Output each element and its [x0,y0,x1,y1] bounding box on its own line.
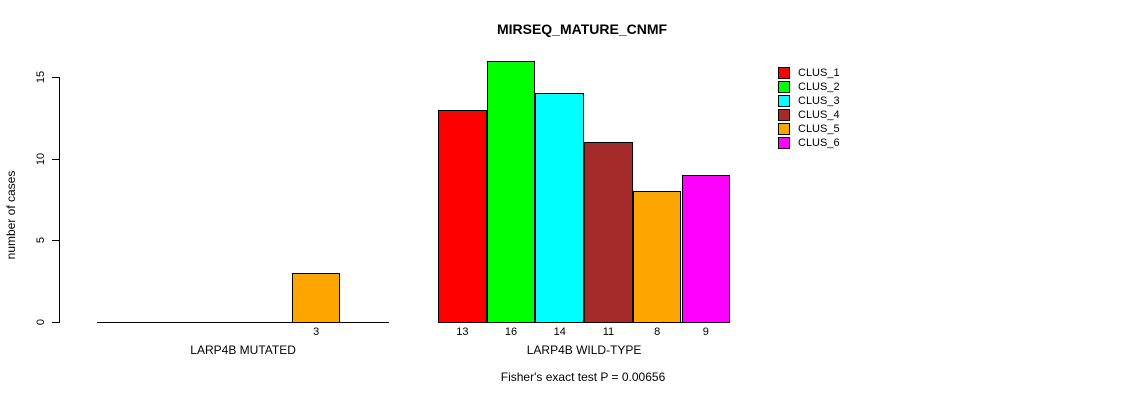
fisher-test-note: Fisher's exact test P = 0.00656 [500,370,666,384]
bar-value-label: 9 [702,326,709,338]
legend-swatch-clus-3 [778,95,790,107]
y-axis-line [59,77,60,323]
bar-value-label: 16 [504,326,518,338]
bar-clus-3 [535,93,585,323]
legend-swatch-clus-5 [778,123,790,135]
y-axis-label: number of cases [4,170,18,260]
bar-clus-1 [438,109,487,323]
legend-row-clus-6: CLUS_6 [778,136,840,150]
legend-swatch-clus-4 [778,109,790,121]
legend-swatch-clus-1 [778,67,790,79]
legend-row-clus-3: CLUS_3 [778,94,840,108]
x-axis-line [97,322,390,323]
legend-label-clus-5: CLUS_5 [798,123,840,135]
legend-row-clus-4: CLUS_4 [778,108,840,122]
bar-clus-4 [584,142,633,323]
y-tick-label: 0 [35,318,47,326]
y-tick [52,158,59,160]
bar-clus-5 [291,273,341,323]
legend-row-clus-2: CLUS_2 [778,80,840,94]
legend-label-clus-3: CLUS_3 [798,95,840,107]
legend-swatch-clus-2 [778,81,790,93]
y-tick [52,240,59,242]
group-label: LARP4B WILD-TYPE [526,343,642,357]
y-tick-label: 15 [35,70,47,84]
legend: CLUS_1 CLUS_2 CLUS_3 CLUS_4 CLUS_5 CLUS_6 [778,66,840,150]
bar-value-label: 13 [456,326,469,338]
y-tick [52,77,59,78]
legend-label-clus-6: CLUS_6 [798,137,840,149]
bar-clus-2 [486,60,536,323]
group-label: LARP4B MUTATED [190,343,296,357]
chart-title: MIRSEQ_MATURE_CNMF [496,21,668,37]
bar-clus-5 [632,191,682,323]
bar-value-label: 8 [654,326,661,338]
y-tick [52,322,59,323]
y-tick-label: 10 [35,152,47,165]
y-tick-label: 5 [35,237,47,244]
legend-row-clus-5: CLUS_5 [778,122,840,136]
legend-row-clus-1: CLUS_1 [778,66,840,80]
bar-value-label: 3 [313,326,320,338]
bar-value-label: 11 [602,326,615,338]
bar-clus-6 [681,175,731,323]
bar-value-label: 14 [553,326,566,338]
legend-swatch-clus-6 [778,137,790,149]
legend-label-clus-2: CLUS_2 [798,81,840,93]
legend-label-clus-1: CLUS_1 [798,67,840,79]
legend-label-clus-4: CLUS_4 [798,109,840,121]
